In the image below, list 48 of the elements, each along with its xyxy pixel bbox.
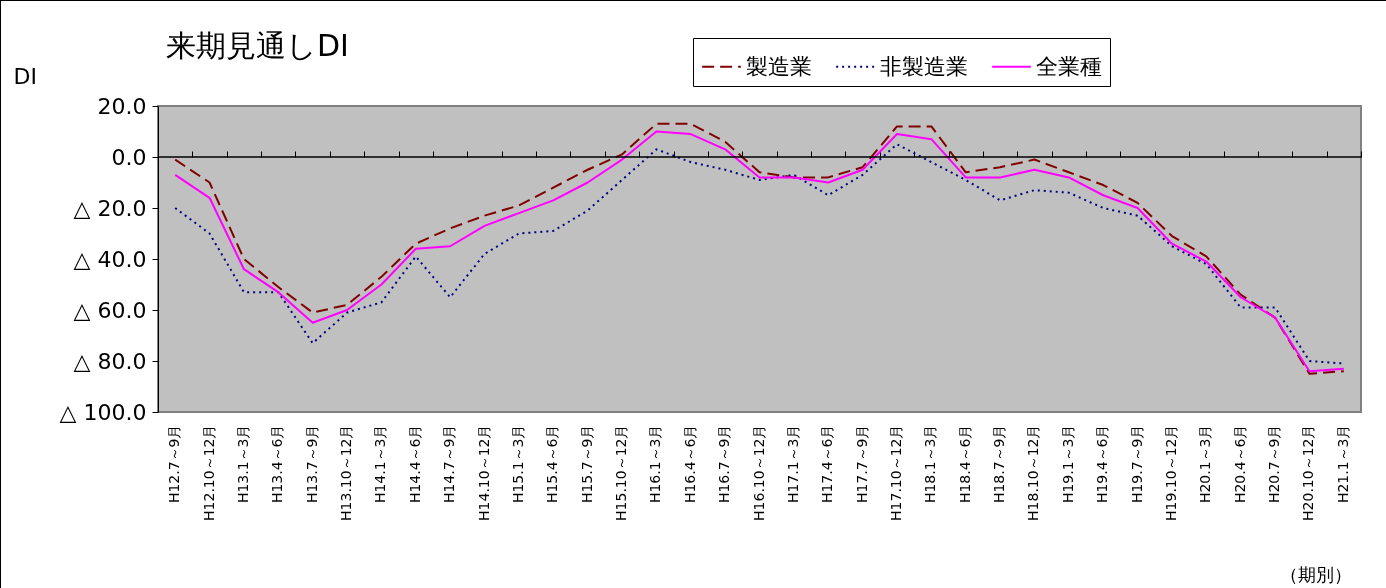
x-axis-title: （期別） (1279, 563, 1352, 585)
x-tick-label: H21.1～3月 (1334, 424, 1351, 504)
x-tick-label: H17.7～9月 (853, 424, 870, 504)
x-tick-label: H12.10～12月 (200, 424, 217, 521)
y-tick-label: △ 20.0 (73, 195, 147, 221)
x-tick-label: H19.1～3月 (1059, 424, 1076, 504)
x-tick-label: H14.10～12月 (475, 424, 492, 521)
y-tick-label: △ 40.0 (73, 246, 147, 272)
x-tick-label: H20.1～3月 (1197, 424, 1214, 504)
legend-label: 製造業 (746, 53, 812, 79)
x-tick-label: H13.4～6月 (269, 424, 286, 504)
x-tick-label: H20.10～12月 (1300, 424, 1317, 521)
y-tick-label: △ 60.0 (73, 297, 147, 323)
x-tick-label: H20.4～6月 (1231, 424, 1248, 504)
x-tick-label: H19.10～12月 (1162, 424, 1179, 521)
legend-label: 全業種 (1036, 53, 1102, 79)
x-tick-label: H17.1～3月 (784, 424, 801, 504)
x-tick-label: H13.1～3月 (234, 424, 251, 504)
x-tick-label: H16.7～9月 (716, 424, 733, 504)
x-tick-label: H14.1～3月 (372, 424, 389, 504)
x-tick-label: H19.4～6月 (1094, 424, 1111, 504)
y-tick-label: △ 80.0 (73, 348, 147, 374)
x-tick-label: H15.1～3月 (509, 424, 526, 504)
x-tick-label: H14.4～6月 (406, 424, 423, 504)
y-axis-title: DI (13, 63, 37, 89)
x-tick-label: H18.10～12月 (1025, 424, 1042, 521)
x-tick-label: H16.1～3月 (647, 424, 664, 504)
x-tick-label: H16.10～12月 (750, 424, 767, 521)
chart-title: 来期見通しDI (166, 27, 349, 63)
x-tick-label: H19.7～9月 (1128, 424, 1145, 504)
x-tick-label: H18.7～9月 (991, 424, 1008, 504)
x-tick-label: H13.7～9月 (303, 424, 320, 504)
legend-label: 非製造業 (880, 53, 968, 79)
x-tick-label: H15.10～12月 (613, 424, 630, 521)
y-tick-label: 20.0 (97, 93, 147, 119)
x-tick-label: H18.1～3月 (922, 424, 939, 504)
x-tick-label: H14.7～9月 (441, 424, 458, 504)
x-tick-label: H18.4～6月 (956, 424, 973, 504)
x-tick-label: H15.7～9月 (578, 424, 595, 504)
x-tick-label: H17.10～12月 (887, 424, 904, 521)
x-tick-label: H17.4～6月 (819, 424, 836, 504)
y-tick-label: △ 100.0 (59, 399, 147, 425)
x-tick-label: H12.7～9月 (166, 424, 183, 504)
x-tick-label: H13.10～12月 (338, 424, 355, 521)
x-tick-label: H20.7～9月 (1266, 424, 1283, 504)
x-tick-label: H15.4～6月 (544, 424, 561, 504)
y-tick-label: 0.0 (111, 144, 147, 170)
x-tick-label: H16.4～6月 (681, 424, 698, 504)
